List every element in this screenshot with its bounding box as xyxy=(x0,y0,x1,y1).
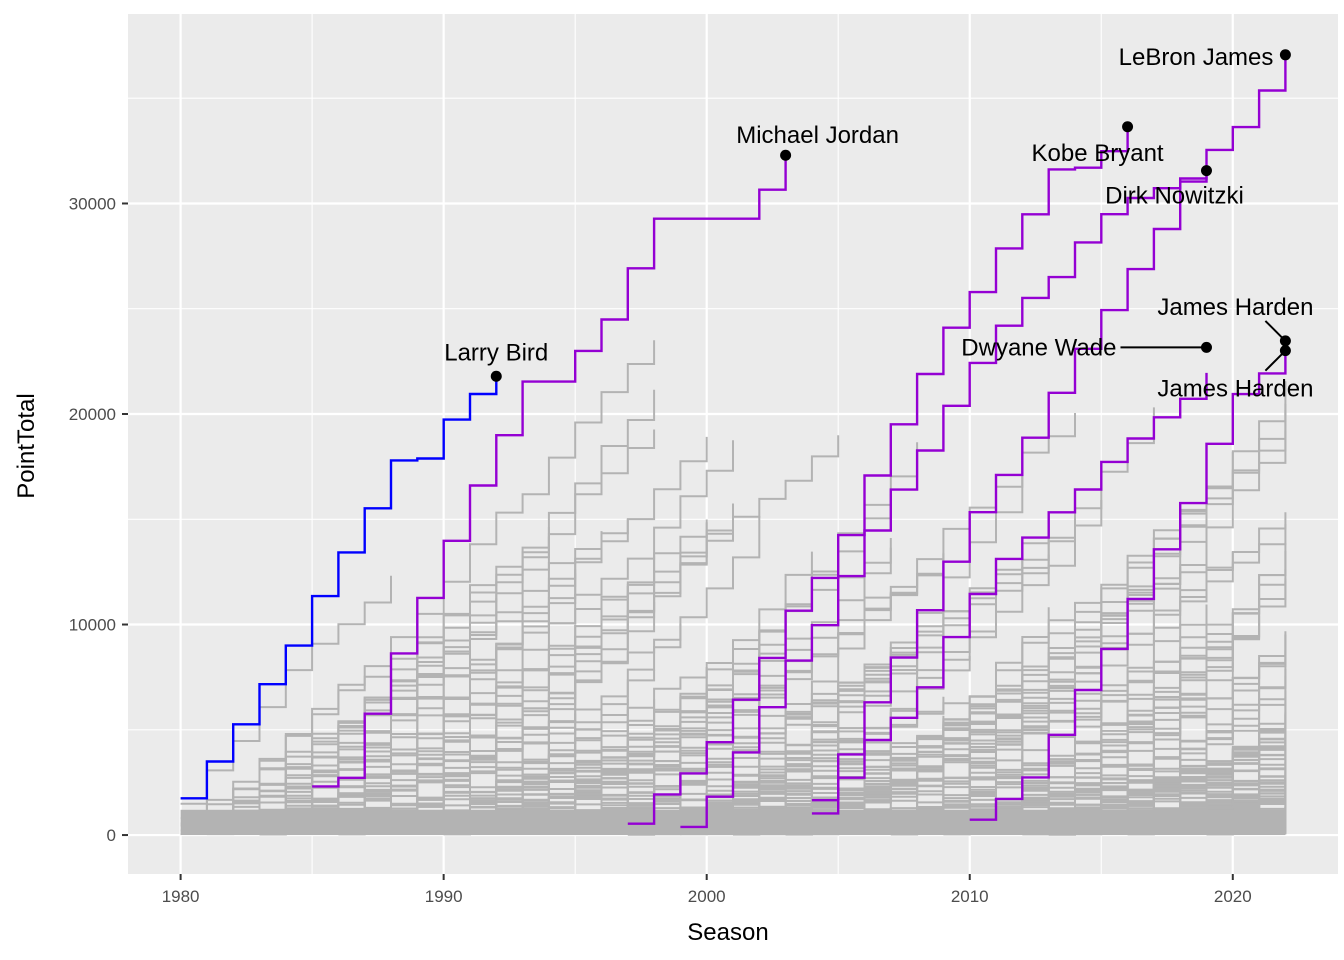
series-line-background xyxy=(443,667,708,816)
data-label: Larry Bird xyxy=(444,339,548,366)
series-line-larry-bird xyxy=(180,376,498,800)
series-line-background xyxy=(838,607,1050,819)
series-line-background xyxy=(627,692,840,816)
series-line-background xyxy=(1048,695,1208,817)
data-point xyxy=(1279,49,1291,61)
data-point xyxy=(780,149,792,161)
series-line-dirk-nowitzki xyxy=(680,170,1208,829)
y-tick-label: 20000 xyxy=(69,405,116,424)
points xyxy=(490,49,1291,382)
series-line-james-harden xyxy=(969,347,1287,821)
series-line-background xyxy=(312,624,577,823)
series-line-background xyxy=(206,519,629,814)
series-line-background xyxy=(312,507,734,811)
x-tick-label: 2020 xyxy=(1214,887,1252,906)
y-tick-label: 10000 xyxy=(69,616,116,635)
data-point xyxy=(1200,165,1212,177)
x-tick-label: 2010 xyxy=(951,887,989,906)
series-line-kobe-bryant xyxy=(627,126,1129,825)
series-line-background xyxy=(470,739,682,822)
data-label: LeBron James xyxy=(1119,44,1274,71)
leader-line xyxy=(1264,349,1287,372)
series-line-background xyxy=(180,527,550,825)
series-line-michael-jordan xyxy=(312,155,787,788)
data-label: James Harden xyxy=(1157,294,1313,321)
y-axis-title: PointTotal xyxy=(13,393,40,498)
data-point xyxy=(1122,121,1134,133)
y-tick-label: 0 xyxy=(107,826,116,845)
data-label: Michael Jordan xyxy=(736,122,899,149)
series-line-background xyxy=(285,389,656,800)
leader-line xyxy=(1264,320,1287,342)
x-tick-label: 1980 xyxy=(162,887,200,906)
series-line-background xyxy=(1101,690,1287,816)
series-line-background xyxy=(706,500,1103,820)
series-line-background xyxy=(364,569,577,800)
y-axis: 0 10000 20000 30000 xyxy=(69,194,128,845)
highlighted-series xyxy=(180,54,1287,829)
x-tick-label: 1990 xyxy=(425,887,463,906)
low-total-band xyxy=(180,809,1286,836)
series-line-lebron-james xyxy=(811,54,1287,802)
series-line-dwyane-wade xyxy=(811,372,1208,815)
data-label: Kobe Bryant xyxy=(1032,140,1164,167)
series-line-background xyxy=(706,574,997,808)
y-tick-label: 30000 xyxy=(69,194,116,213)
data-point xyxy=(490,370,502,382)
data-label: Dirk Nowitzki xyxy=(1105,183,1244,210)
data-label: Dwyane Wade xyxy=(961,334,1116,361)
x-axis-title: Season xyxy=(687,919,768,946)
series-line-background xyxy=(759,540,1076,820)
x-tick-label: 2000 xyxy=(688,887,726,906)
data-label: James Harden xyxy=(1157,376,1313,403)
annotations: Larry Bird Michael Jordan Kobe Bryant Dirk … xyxy=(444,44,1313,403)
x-axis: 1980 1990 2000 2010 2020 xyxy=(162,874,1252,906)
